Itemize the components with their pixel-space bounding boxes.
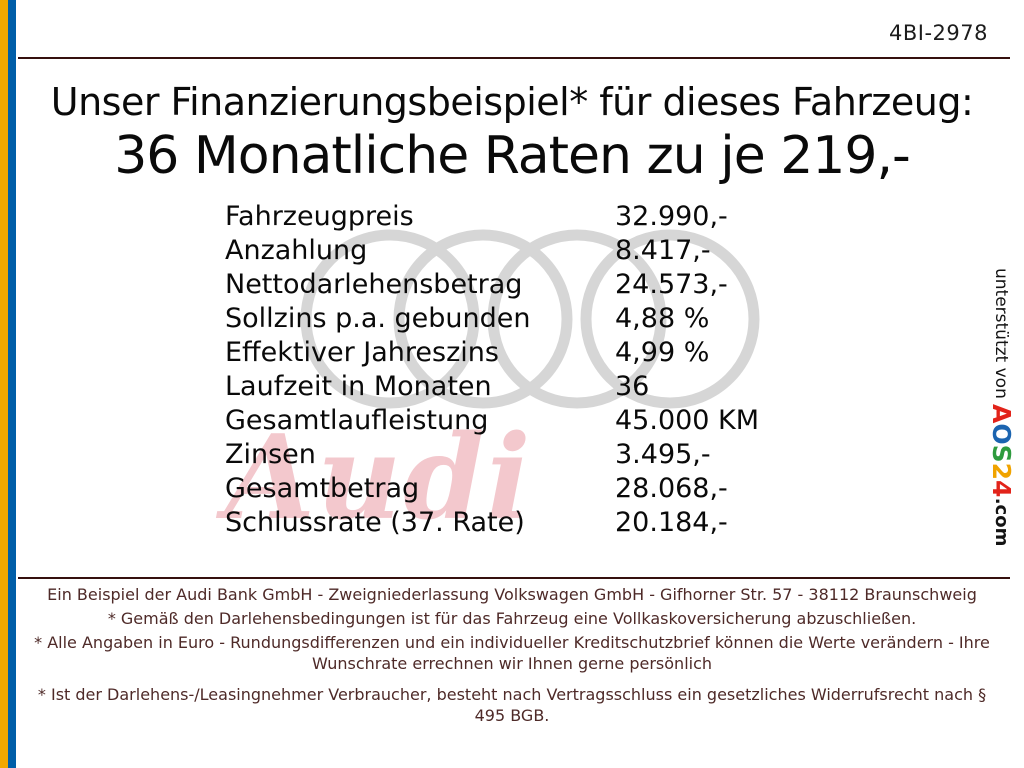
table-row: Zinsen 3.495,-: [225, 437, 759, 471]
row-label: Gesamtbetrag: [225, 472, 420, 504]
row-label: Schlussrate (37. Rate): [225, 506, 525, 538]
table-row: Laufzeit in Monaten 36: [225, 369, 759, 403]
row-value: 32.990,-: [615, 200, 728, 232]
top-divider: [18, 57, 1010, 59]
aos24-letter: O: [987, 423, 1016, 445]
aos24-letter: A: [987, 404, 1016, 424]
row-label: Laufzeit in Monaten: [225, 370, 492, 402]
row-value: 3.495,-: [615, 438, 711, 470]
rate-headline: 36 Monatliche Raten zu je 219,-: [114, 126, 911, 186]
row-value: 24.573,-: [615, 268, 728, 300]
table-row: Gesamtbetrag 28.068,-: [225, 471, 759, 505]
row-label: Gesamtlaufleistung: [225, 404, 489, 436]
table-row: Sollzins p.a. gebunden 4,88 %: [225, 301, 759, 335]
legal-line: * Gemäß den Darlehensbedingungen ist für…: [107, 609, 917, 628]
table-row: Fahrzeugpreis 32.990,-: [225, 199, 759, 233]
aos24-letter: 4: [987, 480, 1016, 498]
row-value: 28.068,-: [615, 472, 728, 504]
table-row: Schlussrate (37. Rate) 20.184,-: [225, 505, 759, 539]
aos24-domain-suffix: .com: [991, 497, 1012, 547]
aos24-letter: 2: [987, 462, 1016, 481]
left-stripe-blue: [8, 0, 16, 768]
legal-line: * Alle Angaben in Euro - Rundungsdiffere…: [34, 633, 990, 673]
row-value: 45.000 KM: [615, 404, 760, 436]
footer-divider: [18, 577, 1010, 579]
row-label: Anzahlung: [225, 234, 368, 266]
table-row: Anzahlung 8.417,-: [225, 233, 759, 267]
page-title: Unser Finanzierungsbeispiel* für dieses …: [50, 80, 974, 124]
row-value: 4,88 %: [615, 302, 710, 334]
legal-line: * Ist der Darlehens-/Leasingnehmer Verbr…: [37, 685, 987, 725]
audi-wordmark-watermark: Audi: [225, 410, 533, 546]
table-row: Effektiver Jahreszins 4,99 %: [225, 335, 759, 369]
row-label: Fahrzeugpreis: [225, 200, 414, 232]
legal-footnotes: Ein Beispiel der Audi Bank GmbH - Zweign…: [30, 584, 994, 726]
row-label: Effektiver Jahreszins: [225, 336, 499, 368]
table-row: Nettodarlehensbetrag 24.573,-: [225, 267, 759, 301]
table-row: Gesamtlaufleistung 45.000 KM: [225, 403, 759, 437]
row-value: 8.417,-: [615, 234, 711, 266]
legal-line: Ein Beispiel der Audi Bank GmbH - Zweign…: [47, 585, 977, 604]
audi-rings-icon: [300, 229, 760, 409]
aos24-logo: AOS24: [987, 404, 1016, 497]
row-value: 20.184,-: [615, 506, 728, 538]
left-stripe-yellow: [0, 0, 8, 768]
provider-credit-text: unterstützt von: [991, 268, 1011, 405]
vehicle-code: 4BI-2978: [889, 21, 988, 45]
row-label: Zinsen: [225, 438, 316, 470]
provider-credit: unterstützt von AOS24.com: [987, 268, 1016, 546]
row-label: Nettodarlehensbetrag: [225, 268, 523, 300]
row-value: 36: [615, 370, 650, 402]
row-label: Sollzins p.a. gebunden: [225, 302, 531, 334]
aos24-letter: S: [987, 444, 1016, 463]
financing-table: Fahrzeugpreis 32.990,- Anzahlung 8.417,-…: [225, 199, 759, 539]
row-value: 4,99 %: [615, 336, 710, 368]
